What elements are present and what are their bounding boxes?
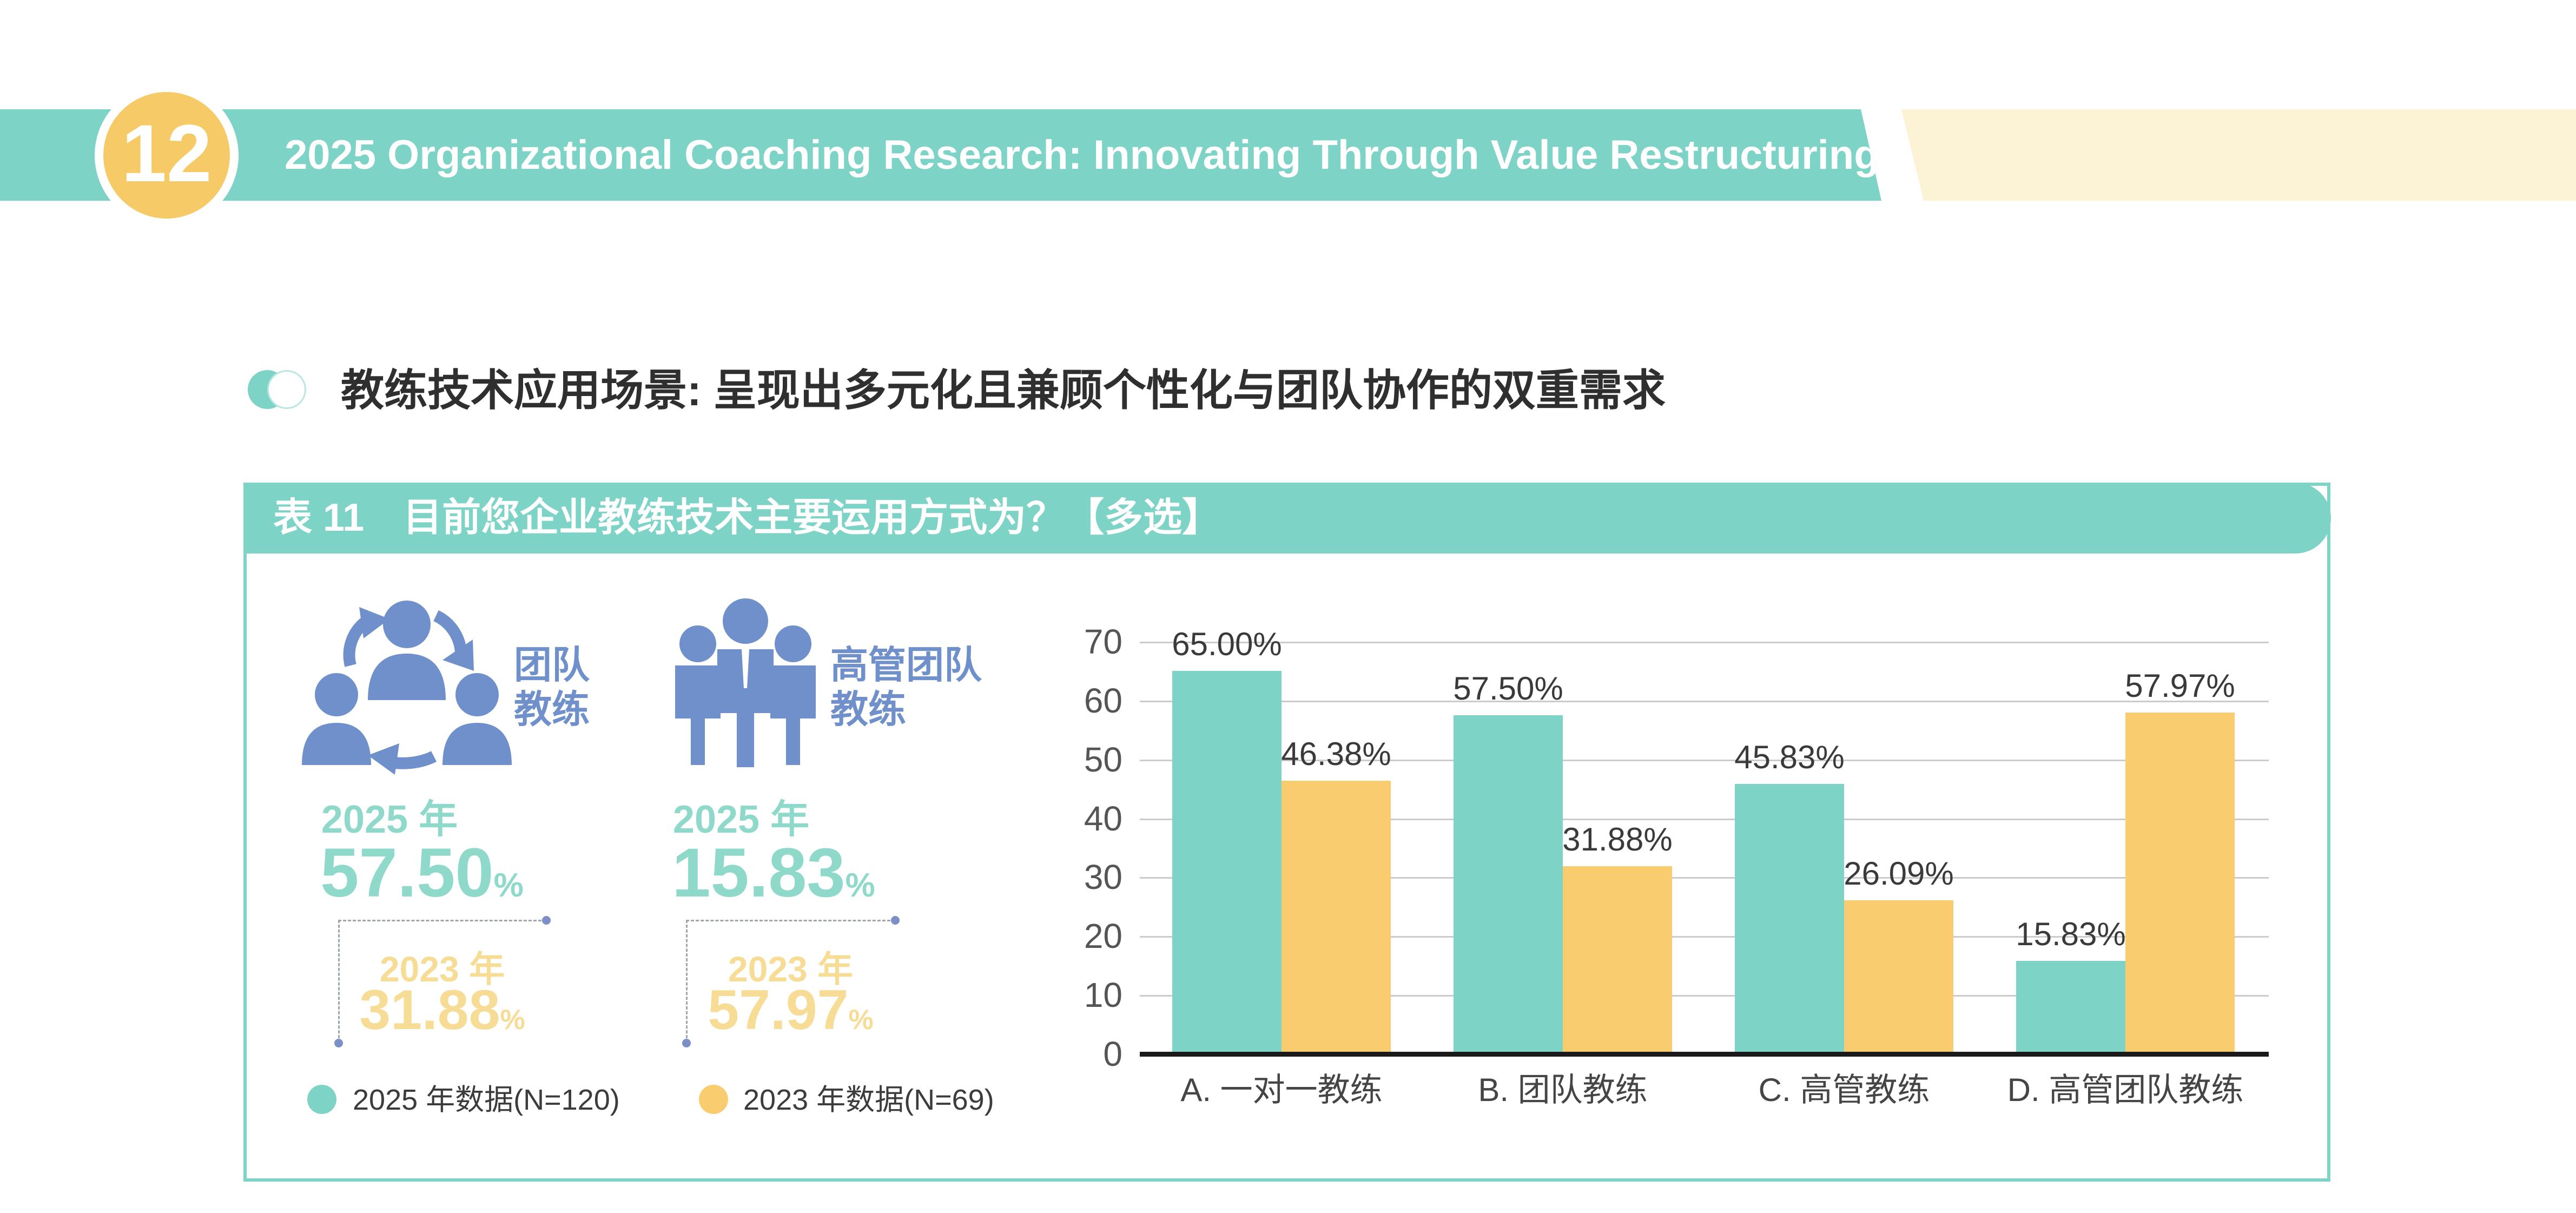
page-number: 12 [121,108,212,199]
legend-label-2025: 2025 年数据(N=120) [353,1084,620,1116]
stat2-previous-year: 2023 年 [728,949,854,989]
legend-label-2023: 2023 年数据(N=69) [743,1084,994,1116]
bar-teal-1 [1172,671,1282,1054]
legend-dot-2025 [307,1085,336,1114]
section-heading: 教练技术应用场景: 呈现出多元化且兼顾个性化与团队协作的双重需求 [341,366,1666,414]
chart-gridline [1140,700,2269,702]
bar-teal-4 [2016,960,2125,1054]
bracket-dot [334,1039,343,1047]
bracket-dot [682,1039,691,1047]
stat1-current-value: 57.50% [320,834,524,912]
stat2-previous-bracket [682,916,900,1047]
bar-value-label: 57.50% [1453,670,1563,707]
bar-yellow-2 [1563,866,1672,1054]
section-bullet-icon [248,370,313,409]
y-axis-tick-label: 50 [1084,740,1122,779]
stat1-previous-year: 2023 年 [379,949,505,989]
chart-gridline [1140,936,2269,938]
chart-gridline [1140,759,2269,761]
bar-yellow-4 [2125,712,2235,1054]
banner-teal-band [0,109,1881,201]
y-axis-tick-label: 20 [1084,917,1122,956]
y-axis-tick-label: 0 [1103,1034,1122,1073]
stat2-label: 高管团队 教练 [830,644,982,730]
bar-value-label: 45.83% [1734,739,1845,776]
chart-gridline [1140,877,2269,879]
bar-value-label: 46.38% [1281,736,1391,773]
x-axis-category-label: A. 一对一教练 [1180,1072,1383,1108]
banner-cream-band [1901,109,2576,201]
bullet-white-circle [267,370,306,409]
y-axis-tick-label: 70 [1084,622,1122,661]
panel-header-bar [243,483,2331,553]
bracket-dot [542,916,551,925]
y-axis-tick-label: 10 [1084,975,1122,1015]
chart-gridline [1140,995,2269,997]
chart-gridline [1140,641,2269,643]
x-axis-category-label: B. 团队教练 [1478,1072,1648,1108]
y-axis-tick-label: 40 [1084,799,1122,838]
stat2-current-value: 15.83% [672,834,875,912]
panel-header-title: 表 11 目前您企业教练技术主要运用方式为？【多选】 [273,496,1221,539]
legend-dot-2023 [699,1085,728,1114]
stat1-label: 团队 教练 [514,644,590,730]
stat1-current-year: 2025 年 [321,798,458,841]
bracket-dot [891,916,900,925]
bar-value-label: 31.88% [1562,821,1673,858]
y-axis-tick-label: 30 [1084,858,1122,897]
chart-gridline [1140,818,2269,820]
x-axis-category-label: C. 高管教练 [1758,1072,1930,1108]
bar-value-label: 26.09% [1844,855,1954,892]
bar-teal-2 [1454,715,1563,1054]
stat1-previous-bracket [334,916,551,1047]
bar-value-label: 15.83% [2016,915,2126,952]
bar-value-label: 65.00% [1172,626,1282,663]
bar-yellow-3 [1844,900,1953,1054]
stat2-current-year: 2025 年 [672,798,810,841]
stat1-previous-value: 31.88% [359,979,525,1041]
x-axis-line [1140,1052,2269,1057]
team-coaching-icon [302,601,512,775]
stat2-previous-value: 57.97% [708,979,874,1041]
banner-title: 2025 Organizational Coaching Research: I… [285,132,1879,178]
bar-yellow-1 [1282,781,1391,1054]
bar-teal-3 [1735,784,1844,1054]
executive-team-coaching-icon [675,598,816,767]
x-axis-category-label: D. 高管团队教练 [2007,1072,2244,1108]
bar-value-label: 57.97% [2125,667,2235,704]
y-axis-tick-label: 60 [1084,681,1122,720]
